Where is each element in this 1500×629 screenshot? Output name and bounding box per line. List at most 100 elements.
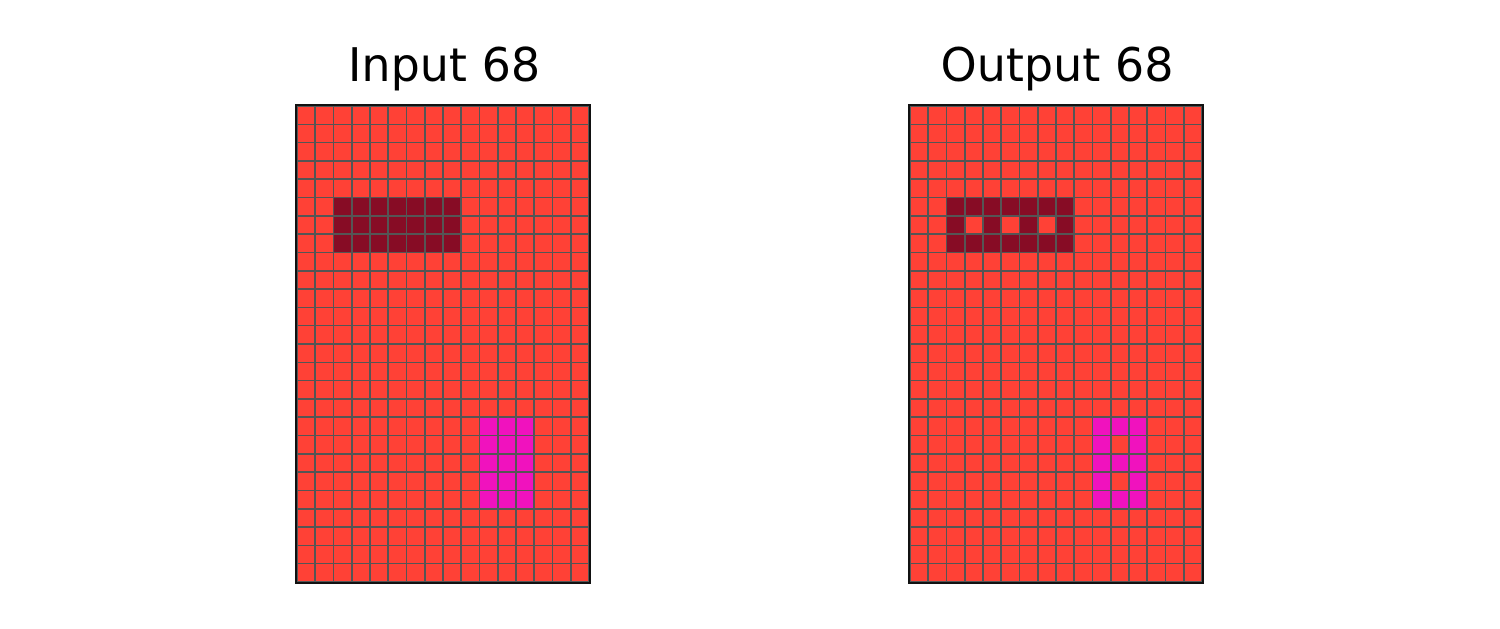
grid-cell <box>1129 527 1147 545</box>
grid-cell <box>1038 308 1056 325</box>
grid-cell <box>1111 363 1129 380</box>
grid-cell <box>480 271 497 289</box>
grid-cell <box>1111 125 1129 142</box>
grid-cell <box>535 546 552 563</box>
grid-cell <box>1184 418 1202 435</box>
grid-cell <box>462 418 479 435</box>
grid-cell <box>425 472 443 490</box>
grid-cell <box>480 106 497 124</box>
grid-cell <box>462 326 479 344</box>
grid-cell <box>425 527 443 545</box>
grid-cell <box>1075 381 1092 399</box>
grid-cell <box>1002 143 1019 161</box>
grid-cell <box>983 527 1001 545</box>
grid-cell <box>1038 161 1056 179</box>
grid-cell <box>983 289 1001 307</box>
grid-cell <box>297 399 315 417</box>
grid-cell <box>370 472 388 490</box>
grid-cell <box>334 216 351 234</box>
grid-cell <box>553 527 570 545</box>
grid-cell <box>1020 125 1037 142</box>
grid-cell <box>425 509 443 527</box>
grid-cell <box>297 234 315 252</box>
grid-cell <box>370 509 388 527</box>
grid-cell <box>407 527 424 545</box>
grid-cell <box>947 527 964 545</box>
grid-cell <box>480 198 497 216</box>
grid-cell <box>965 216 983 234</box>
grid-cell <box>965 289 983 307</box>
grid-cell <box>370 344 388 362</box>
grid-cell <box>334 271 351 289</box>
grid-cell <box>1129 161 1147 179</box>
grid-cell <box>929 161 946 179</box>
input-grid <box>295 104 591 584</box>
grid-cell <box>929 308 946 325</box>
grid-cell <box>1075 436 1092 454</box>
grid-cell <box>1020 546 1037 563</box>
grid-cell <box>316 106 333 124</box>
grid-cell <box>516 216 534 234</box>
grid-cell <box>370 271 388 289</box>
grid-cell <box>1093 289 1110 307</box>
grid-cell <box>334 509 351 527</box>
grid-cell <box>443 564 461 582</box>
grid-cell <box>480 326 497 344</box>
grid-cell <box>965 363 983 380</box>
grid-cell <box>297 363 315 380</box>
grid-cell <box>1002 106 1019 124</box>
grid-cell <box>425 198 443 216</box>
grid-cell <box>1093 527 1110 545</box>
grid-cell <box>498 546 516 563</box>
grid-cell <box>389 143 406 161</box>
grid-cell <box>983 308 1001 325</box>
grid-cell <box>1002 399 1019 417</box>
grid-cell <box>407 546 424 563</box>
grid-cell <box>553 289 570 307</box>
grid-cell <box>535 491 552 508</box>
grid-cell <box>571 491 589 508</box>
grid-cell <box>965 381 983 399</box>
grid-cell <box>443 326 461 344</box>
grid-cell <box>334 381 351 399</box>
grid-cell <box>1184 106 1202 124</box>
grid-cell <box>1075 289 1092 307</box>
grid-cell <box>352 546 370 563</box>
grid-cell <box>1002 216 1019 234</box>
grid-cell <box>1038 326 1056 344</box>
grid-cell <box>1111 143 1129 161</box>
grid-cell <box>1056 161 1074 179</box>
grid-cell <box>425 125 443 142</box>
grid-cell <box>352 454 370 472</box>
grid-cell <box>498 472 516 490</box>
grid-cell <box>316 436 333 454</box>
grid-cell <box>516 198 534 216</box>
grid-cell <box>352 509 370 527</box>
grid-cell <box>1002 454 1019 472</box>
grid-cell <box>929 253 946 270</box>
grid-cell <box>983 143 1001 161</box>
grid-cell <box>1002 253 1019 270</box>
grid-cell <box>947 381 964 399</box>
grid-cell <box>1093 363 1110 380</box>
grid-cell <box>352 253 370 270</box>
grid-cell <box>983 326 1001 344</box>
grid-cell <box>407 491 424 508</box>
grid-cell <box>1166 564 1183 582</box>
grid-cell <box>334 363 351 380</box>
grid-cell <box>443 198 461 216</box>
grid-cell <box>1038 234 1056 252</box>
grid-cell <box>425 180 443 197</box>
grid-cell <box>1093 399 1110 417</box>
grid-cell <box>910 216 928 234</box>
grid-cell <box>516 180 534 197</box>
grid-cell <box>553 564 570 582</box>
grid-cell <box>929 527 946 545</box>
grid-cell <box>983 271 1001 289</box>
grid-cell <box>1038 363 1056 380</box>
grid-cell <box>947 436 964 454</box>
grid-cell <box>929 472 946 490</box>
grid-cell <box>1056 106 1074 124</box>
grid-cell <box>297 381 315 399</box>
grid-cell <box>965 418 983 435</box>
